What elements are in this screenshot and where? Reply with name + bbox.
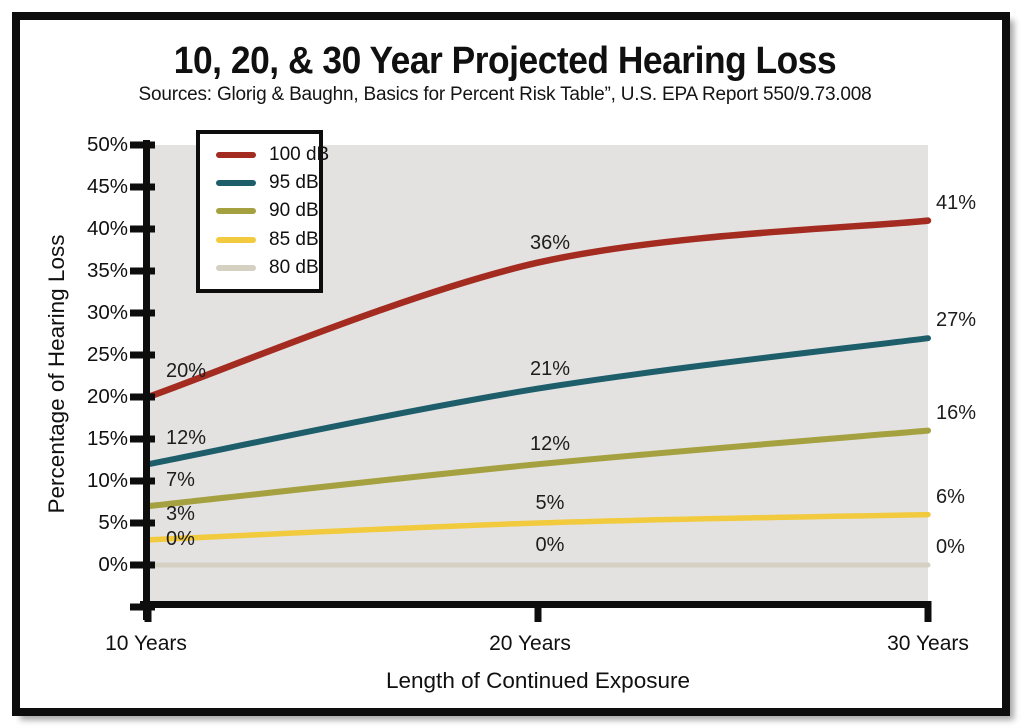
- data-label: 0%: [166, 528, 195, 550]
- y-tick-label: 30%: [86, 301, 128, 324]
- legend-swatch-icon: [216, 180, 256, 187]
- legend-swatch-icon: [216, 208, 256, 215]
- y-axis-tick: [130, 435, 155, 443]
- y-tick-label: 10%: [86, 469, 128, 492]
- x-axis-tick: [144, 601, 152, 622]
- legend-label: 80 dB: [269, 256, 319, 278]
- y-axis-tick: [130, 183, 155, 191]
- y-tick-label: 20%: [86, 385, 128, 408]
- data-label: 0%: [535, 534, 565, 556]
- y-axis-tick: [130, 351, 155, 359]
- data-label: 12%: [166, 427, 207, 450]
- x-tick-label: 20 Years: [489, 632, 571, 655]
- legend-label: 100 dB: [269, 144, 330, 166]
- y-axis-tick: [130, 225, 155, 233]
- y-tick-label: 40%: [86, 217, 128, 240]
- legend: 100 dB 95 dB 90 dB 85 dB 80 dB: [196, 130, 329, 293]
- chart-subtitle: Sources: Glorig & Baughn, Basics for Per…: [138, 84, 872, 105]
- y-axis-tick: [130, 141, 155, 149]
- legend-item: 100 dB: [216, 144, 329, 166]
- data-label: 0%: [936, 536, 965, 558]
- legend-item: 80 dB: [216, 257, 319, 279]
- y-axis-tick: [130, 309, 155, 317]
- legend-swatch-icon: [216, 152, 256, 159]
- legend-swatch-icon: [216, 264, 256, 271]
- x-axis-tick: [534, 601, 542, 622]
- legend-label: 90 dB: [269, 200, 319, 222]
- data-label: 27%: [936, 309, 977, 332]
- y-tick-label: 45%: [86, 175, 128, 198]
- data-label: 21%: [529, 357, 571, 380]
- series-line-90-db: [145, 427, 931, 510]
- chart-title: 10, 20, & 30 Year Projected Hearing Loss: [173, 40, 837, 82]
- y-axis-tick: [130, 267, 155, 275]
- x-axis-title: Length of Continued Exposure: [386, 668, 690, 693]
- y-axis-tick: [130, 393, 155, 401]
- y-tick-label: 0%: [98, 553, 128, 576]
- data-label: 12%: [529, 433, 571, 456]
- y-tick-label: 50%: [86, 133, 128, 156]
- y-axis-tick: [130, 477, 155, 485]
- data-label: 3%: [166, 502, 195, 525]
- legend-swatch-icon: [216, 236, 256, 243]
- data-label: 7%: [166, 469, 195, 492]
- legend-label: 85 dB: [269, 228, 319, 250]
- legend-label: 95 dB: [269, 172, 319, 194]
- series-line-95-db: [145, 335, 931, 468]
- legend-item: 90 dB: [216, 200, 319, 222]
- series-line-100-db: [144, 217, 932, 401]
- data-label: 20%: [166, 360, 207, 382]
- series-line-85-db: [145, 511, 931, 543]
- legend-item: 85 dB: [216, 229, 319, 251]
- data-label: 5%: [535, 492, 565, 514]
- data-label: 41%: [936, 191, 977, 214]
- y-axis-tick: [130, 519, 155, 527]
- y-tick-label: 5%: [98, 511, 128, 534]
- y-axis-tick: [130, 561, 155, 569]
- y-tick-label: 25%: [86, 343, 128, 366]
- x-axis-tick: [924, 601, 932, 622]
- x-tick-label: 30 Years: [887, 632, 969, 655]
- data-label: 6%: [936, 485, 965, 508]
- data-label: 36%: [529, 231, 571, 254]
- y-tick-label: 35%: [86, 259, 128, 282]
- data-label: 16%: [936, 401, 977, 424]
- legend-item: 95 dB: [216, 172, 319, 194]
- x-tick-label: 10 Years: [105, 632, 187, 655]
- y-tick-label: 15%: [86, 427, 128, 450]
- y-axis-line: [143, 140, 150, 620]
